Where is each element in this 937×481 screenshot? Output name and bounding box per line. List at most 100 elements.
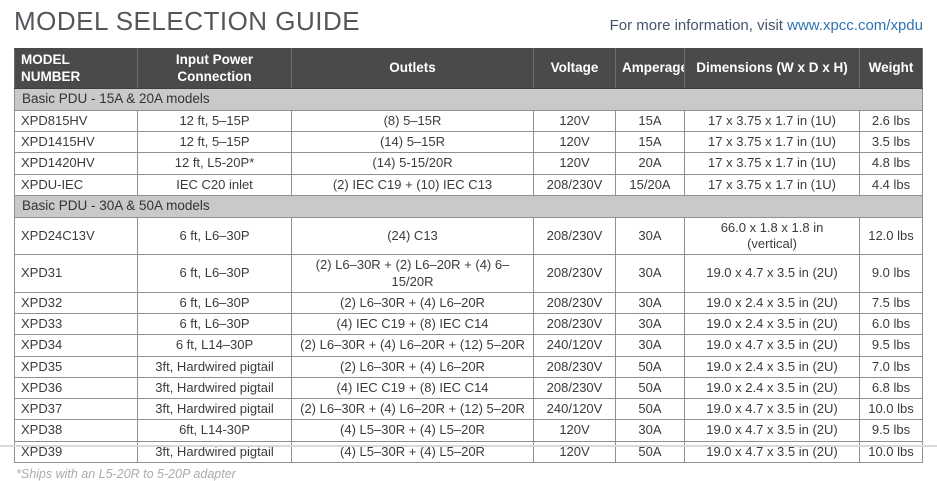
data-cell: (4) L5–30R + (4) L5–20R (291, 419, 534, 442)
data-cell: (24) C13 (291, 216, 534, 256)
data-cell: 50A (615, 376, 685, 400)
column-header-input-power-connection: Input Power Connection (137, 48, 292, 89)
data-cell: 30A (615, 216, 685, 256)
data-cell: (14) 5-15/20R (291, 152, 534, 175)
data-cell: 19.0 x 4.7 x 3.5 in (2U) (684, 419, 860, 442)
data-cell: 12 ft, L5-20P* (137, 152, 292, 175)
info-prefix: For more information, visit (609, 17, 788, 34)
data-cell: 17 x 3.75 x 1.7 in (1U) (684, 152, 860, 175)
table-header-row: MODEL NUMBER Input Power Connection Outlet… (14, 48, 923, 89)
data-cell: 6ft, L14-30P (137, 419, 292, 442)
page-title: MODEL SELECTION GUIDE (14, 6, 361, 36)
data-cell: (4) IEC C19 + (8) IEC C14 (291, 376, 534, 400)
table-row: XPD33 6 ft, L6–30P (4) IEC C19 + (8) IEC C… (14, 312, 923, 336)
data-cell: 208/230V (533, 216, 616, 256)
data-cell: 120V (533, 131, 616, 154)
data-cell: 6.0 lbs (859, 312, 923, 336)
page-header: MODEL SELECTION GUIDE For more informati… (14, 6, 923, 37)
column-header-weight: Weight (859, 48, 923, 89)
data-cell: 19.0 x 2.4 x 3.5 in (2U) (684, 291, 860, 315)
data-cell: 30A (615, 312, 685, 336)
data-cell: 30A (615, 291, 685, 315)
data-cell: 19.0 x 2.4 x 3.5 in (2U) (684, 312, 860, 336)
data-cell: 208/230V (533, 173, 616, 196)
model-number-cell: XPD34 (14, 334, 138, 357)
model-number-cell: XPD1420HV (14, 152, 138, 175)
data-cell: 120V (533, 109, 616, 133)
data-cell: 12 ft, 5–15P (137, 131, 292, 154)
section-label: Basic PDU - 15A & 20A models (14, 88, 923, 111)
table-row: XPD36 3ft, Hardwired pigtail (4) IEC C19 +… (14, 376, 923, 400)
data-cell: 50A (615, 355, 685, 378)
data-cell: 7.0 lbs (859, 355, 923, 378)
data-cell: 17 x 3.75 x 1.7 in (1U) (684, 173, 860, 196)
data-cell: 9.5 lbs (859, 334, 923, 357)
data-cell: 50A (615, 397, 685, 421)
model-number-cell: XPD35 (14, 355, 138, 378)
table-row: XPD38 6ft, L14-30P (4) L5–30R + (4) L5–20R… (14, 419, 923, 442)
table-row: XPD815HV 12 ft, 5–15P (8) 5–15R 120V 15A 17 x… (14, 109, 923, 133)
model-number-cell: XPD815HV (14, 109, 138, 133)
data-cell: 19.0 x 2.4 x 3.5 in (2U) (684, 355, 860, 378)
data-cell: 120V (533, 152, 616, 175)
model-number-cell: XPD37 (14, 397, 138, 421)
data-cell: (8) 5–15R (291, 109, 534, 133)
data-cell: 2.6 lbs (859, 109, 923, 133)
column-header-model-number: MODEL NUMBER (14, 48, 138, 89)
data-cell: 240/120V (533, 397, 616, 421)
data-cell: 10.0 lbs (859, 397, 923, 421)
data-cell: 15A (615, 131, 685, 154)
data-cell: 240/120V (533, 334, 616, 357)
data-cell: 6 ft, L6–30P (137, 291, 292, 315)
data-cell: 6 ft, L14–30P (137, 334, 292, 357)
data-cell: 19.0 x 4.7 x 3.5 in (2U) (684, 254, 860, 293)
column-header-outlets: Outlets (291, 48, 534, 89)
data-cell: 208/230V (533, 291, 616, 315)
table-head: MODEL NUMBER Input Power Connection Outlet… (14, 48, 923, 89)
page-bottom-divider (0, 445, 937, 447)
model-number-cell: XPD33 (14, 312, 138, 336)
column-header-amperage: Amperage (615, 48, 685, 89)
column-header-dimensions-w-x-d-x-h: Dimensions (W x D x H) (684, 48, 860, 89)
section-row: Basic PDU - 30A & 50A models (14, 194, 923, 218)
data-cell: 208/230V (533, 376, 616, 400)
table-row: XPD1420HV 12 ft, L5-20P* (14) 5-15/20R 120V… (14, 152, 923, 175)
data-cell: (2) L6–30R + (2) L6–20R + (4) 6–15/20R (291, 254, 534, 293)
data-cell: 7.5 lbs (859, 291, 923, 315)
data-cell: 3ft, Hardwired pigtail (137, 376, 292, 400)
data-cell: 6 ft, L6–30P (137, 312, 292, 336)
data-cell: 208/230V (533, 312, 616, 336)
section-row: Basic PDU - 15A & 20A models (14, 88, 923, 111)
data-cell: 3.5 lbs (859, 131, 923, 154)
column-header-voltage: Voltage (533, 48, 616, 89)
data-cell: (2) L6–30R + (4) L6–20R (291, 355, 534, 378)
data-cell: (2) IEC C19 + (10) IEC C13 (291, 173, 534, 196)
data-cell: 4.8 lbs (859, 152, 923, 175)
model-number-cell: XPD32 (14, 291, 138, 315)
footnote: *Ships with an L5-20R to 5-20P adapter (16, 466, 236, 481)
info-link[interactable]: www.xpcc.com/xpdu (787, 17, 923, 34)
data-cell: 3ft, Hardwired pigtail (137, 397, 292, 421)
table-row: XPD31 6 ft, L6–30P (2) L6–30R + (2) L6–20R… (14, 254, 923, 293)
data-cell: 30A (615, 334, 685, 357)
table-row: XPDU-IEC IEC C20 inlet (2) IEC C19 + (10) … (14, 173, 923, 196)
data-cell: 6.8 lbs (859, 376, 923, 400)
data-cell: IEC C20 inlet (137, 173, 292, 196)
table-row: XPD1415HV 12 ft, 5–15P (14) 5–15R 120V 15A 17… (14, 131, 923, 154)
model-number-cell: XPD24C13V (14, 216, 138, 256)
data-cell: 30A (615, 254, 685, 293)
data-cell: 19.0 x 2.4 x 3.5 in (2U) (684, 376, 860, 400)
model-number-cell: XPD31 (14, 254, 138, 293)
data-cell: 4.4 lbs (859, 173, 923, 196)
data-cell: 6 ft, L6–30P (137, 216, 292, 256)
table-row: XPD32 6 ft, L6–30P (2) L6–30R + (4) L6–20R… (14, 291, 923, 315)
data-cell: 19.0 x 4.7 x 3.5 in (2U) (684, 397, 860, 421)
data-cell: 30A (615, 419, 685, 442)
data-cell: 17 x 3.75 x 1.7 in (1U) (684, 131, 860, 154)
data-cell: 9.5 lbs (859, 419, 923, 442)
model-number-cell: XPD1415HV (14, 131, 138, 154)
data-cell: 3ft, Hardwired pigtail (137, 355, 292, 378)
table-row: XPD37 3ft, Hardwired pigtail (2) L6–30R + … (14, 397, 923, 421)
data-cell: 6 ft, L6–30P (137, 254, 292, 293)
table-body: Basic PDU - 15A & 20A models XPD815HV 12 f… (14, 88, 923, 463)
